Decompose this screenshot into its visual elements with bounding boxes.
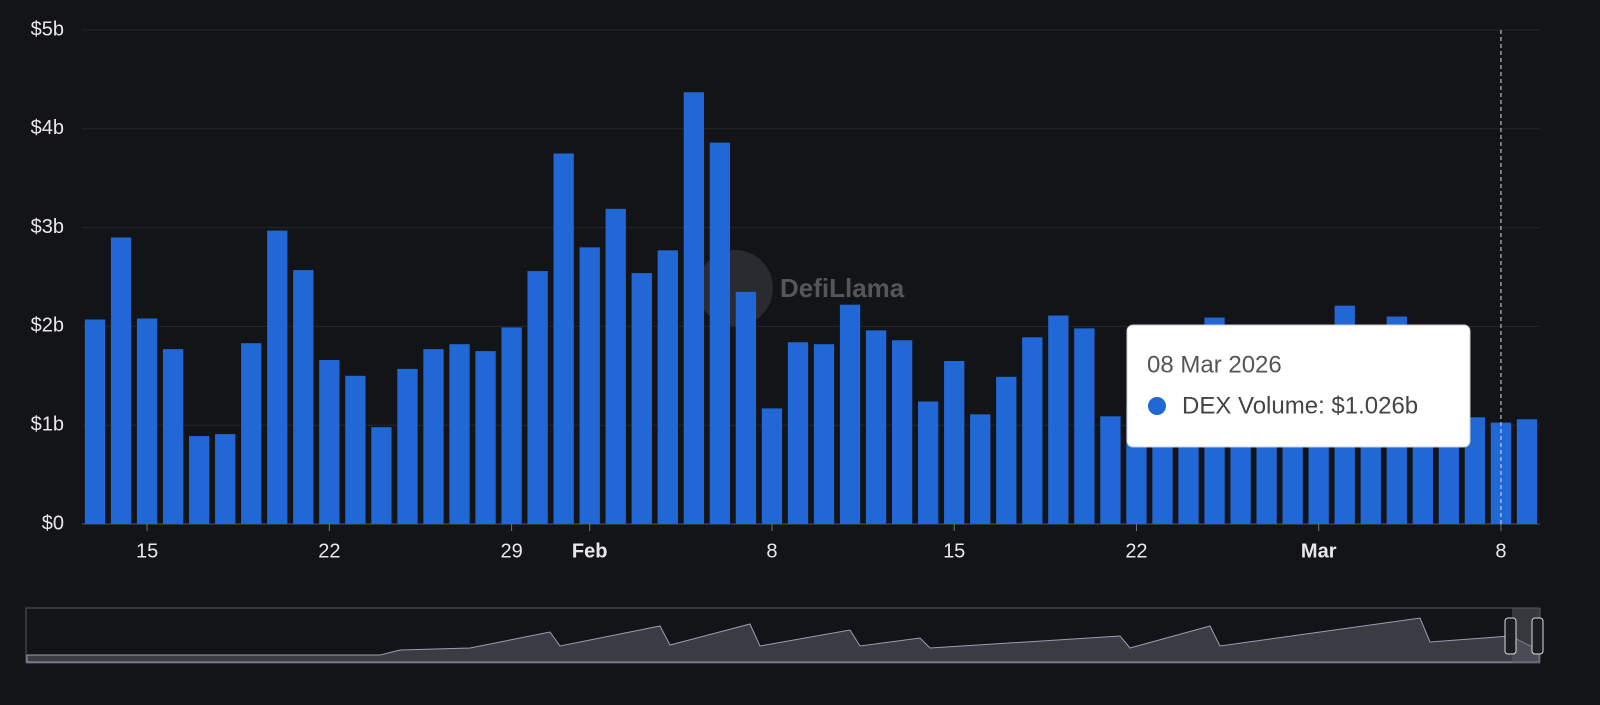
bar bbox=[1100, 416, 1121, 524]
bar bbox=[501, 327, 522, 524]
tooltip: 08 Mar 2026 DEX Volume: $1.026b bbox=[1126, 324, 1471, 448]
bar bbox=[215, 434, 236, 524]
y-tick-label: $5b bbox=[31, 18, 64, 40]
navigator-handle[interactable] bbox=[1504, 617, 1517, 655]
y-tick-label: $4b bbox=[31, 117, 64, 139]
bar bbox=[241, 343, 262, 524]
watermark: DefiLlama bbox=[780, 273, 905, 303]
bar bbox=[553, 153, 574, 524]
tooltip-title: 08 Mar 2026 bbox=[1147, 351, 1282, 378]
bar bbox=[579, 247, 600, 525]
bar bbox=[631, 273, 652, 524]
bar bbox=[657, 250, 678, 524]
bar bbox=[761, 408, 783, 524]
bar bbox=[110, 237, 132, 525]
bar bbox=[1048, 315, 1069, 524]
x-tick-label: 29 bbox=[500, 540, 522, 562]
bar bbox=[475, 351, 496, 524]
y-tick-label: $0 bbox=[42, 512, 64, 534]
tooltip-box bbox=[1126, 324, 1471, 448]
bar bbox=[1464, 417, 1486, 524]
bar bbox=[293, 270, 314, 524]
x-tick-label: 15 bbox=[943, 540, 965, 562]
bar bbox=[1022, 337, 1043, 524]
y-tick-label: $2b bbox=[31, 315, 64, 337]
x-tick-label: 15 bbox=[136, 540, 158, 562]
bar bbox=[735, 291, 757, 524]
bar bbox=[84, 319, 106, 524]
bar bbox=[996, 376, 1017, 524]
bar bbox=[1516, 419, 1538, 524]
bar bbox=[944, 360, 965, 524]
y-tick-label: $1b bbox=[31, 413, 64, 435]
bar bbox=[345, 375, 366, 524]
y-tick-label: $3b bbox=[31, 216, 64, 238]
bar bbox=[162, 349, 184, 524]
watermark-logo bbox=[697, 250, 773, 326]
bar bbox=[1074, 328, 1095, 524]
bar bbox=[865, 330, 887, 524]
x-tick-label: Feb bbox=[572, 540, 608, 562]
bar bbox=[970, 414, 991, 524]
bar bbox=[709, 142, 731, 524]
bar bbox=[267, 230, 288, 524]
bar bbox=[918, 401, 939, 524]
bar bbox=[397, 368, 418, 524]
bar bbox=[189, 436, 210, 524]
x-tick-label: 8 bbox=[766, 540, 777, 562]
x-tick-label: Mar bbox=[1301, 540, 1337, 562]
x-tick-label: 22 bbox=[1125, 540, 1147, 562]
bar bbox=[449, 344, 470, 524]
bar bbox=[683, 92, 704, 524]
x-tick-label: 8 bbox=[1495, 540, 1506, 562]
bar bbox=[527, 271, 548, 524]
navigator-handle[interactable] bbox=[1531, 617, 1544, 655]
bar bbox=[891, 340, 913, 524]
bar bbox=[136, 318, 158, 524]
navigator-area bbox=[26, 617, 1540, 663]
bar bbox=[423, 349, 444, 524]
tooltip-label: DEX Volume: $1.026b bbox=[1182, 392, 1418, 419]
x-tick-label: 22 bbox=[318, 540, 340, 562]
bar bbox=[605, 208, 626, 524]
bar bbox=[839, 304, 861, 524]
bar bbox=[813, 344, 835, 524]
tooltip-marker bbox=[1148, 397, 1166, 415]
bar bbox=[319, 359, 340, 524]
bar bbox=[371, 427, 392, 524]
bar bbox=[787, 342, 809, 524]
